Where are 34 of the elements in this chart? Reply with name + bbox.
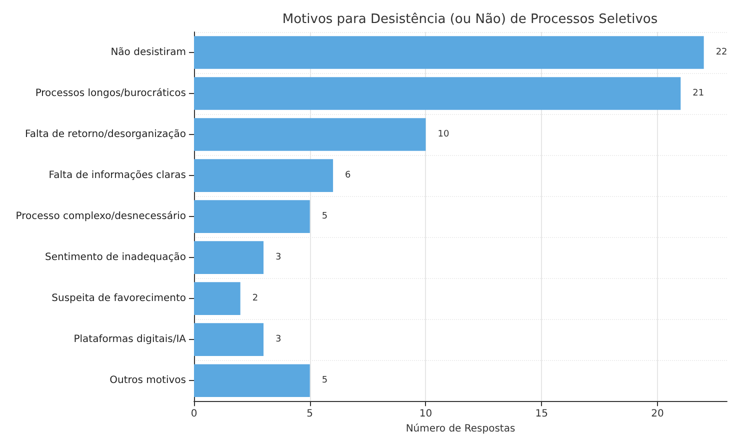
y-tick-label: Suspeita de favorecimento [52,293,186,304]
y-tick-label: Plataformas digitais/IA [74,334,186,346]
data-label: 5 [322,212,328,222]
bar [194,36,704,69]
data-label: 10 [438,130,450,140]
x-tick-label: 10 [419,408,432,420]
x-tick-label: 5 [306,408,314,420]
bar [194,241,264,274]
bar [194,364,310,397]
data-label: 2 [252,294,258,304]
x-tick-label: 15 [535,408,548,420]
bar [194,282,240,315]
y-tick-label: Processos longos/burocráticos [35,88,186,100]
data-label: 6 [345,170,352,181]
bar [194,159,334,192]
x-tick-label: 20 [651,408,664,420]
y-tick-label: Falta de informações claras [48,170,186,182]
x-tick-label: 0 [190,408,198,420]
data-label: 21 [692,88,704,99]
data-label: 5 [322,376,328,386]
x-axis-title: Número de Respostas [406,424,516,434]
y-tick-label: Processo complexo/desnecessário [16,211,186,222]
y-tick-label: Outros motivos [110,375,186,386]
bar [194,200,310,233]
bar [194,118,426,151]
chart-title: Motivos para Desistência (ou Não) de Processos Seletivos [282,12,658,27]
y-tick-label: Sentimento de inadequação [45,252,186,264]
data-label: 22 [716,48,728,58]
y-tick-label: Não desistiram [110,47,186,58]
bar [194,323,264,356]
data-label: 3 [276,334,282,345]
data-label: 3 [276,252,282,263]
bar [194,77,681,110]
y-tick-label: Falta de retorno/desorganização [25,129,186,140]
